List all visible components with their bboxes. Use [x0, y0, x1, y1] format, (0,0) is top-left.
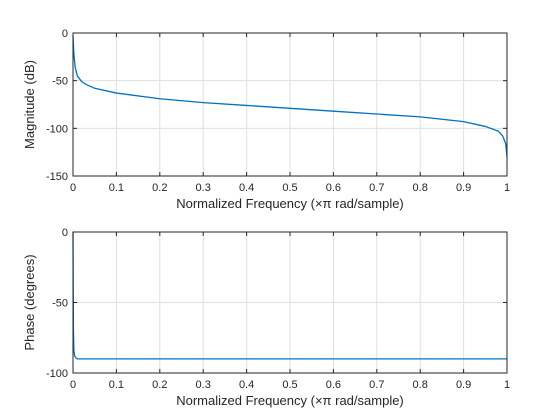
- phase-ytick-label: -50: [52, 298, 68, 310]
- phase-xtick-label: 0.9: [456, 379, 471, 391]
- phase-xtick-label: 0.1: [109, 379, 124, 391]
- phase-ytick-label: -100: [46, 368, 68, 380]
- magnitude-xtick-label: 0.2: [152, 182, 167, 194]
- magnitude-xtick-label: 0.6: [326, 182, 341, 194]
- phase-yaxis-label: Phase (degrees): [22, 254, 37, 350]
- phase-xaxis-label: Normalized Frequency (×π rad/sample): [176, 393, 404, 408]
- magnitude-axes: 0 0.1 0.2 0.3 0.4 0.5 0.6 0.7 0.8 0.9 1 -150 -100 -50…: [22, 28, 510, 211]
- magnitude-xaxis-label: Normalized Frequency (×π rad/sample): [176, 196, 404, 211]
- phase-xtick-label: 0.4: [239, 379, 254, 391]
- magnitude-ytick-label: 0: [62, 28, 68, 40]
- magnitude-xtick-label: 0.7: [369, 182, 384, 194]
- magnitude-xtick-label: 0.9: [456, 182, 471, 194]
- phase-xtick-label: 0.8: [413, 379, 428, 391]
- magnitude-xtick-label: 0.4: [239, 182, 254, 194]
- phase-ytick-label: 0: [62, 227, 68, 239]
- phase-xtick-label: 0.3: [196, 379, 211, 391]
- phase-axes: 0 0.1 0.2 0.3 0.4 0.5 0.6 0.7 0.8 0.9 1 -100 -50 0 Nor…: [22, 227, 510, 408]
- magnitude-xtick-label: 0.5: [282, 182, 297, 194]
- magnitude-yaxis-label: Magnitude (dB): [22, 60, 37, 149]
- phase-xtick-label: 0.6: [326, 379, 341, 391]
- magnitude-ytick-label: -50: [52, 76, 68, 88]
- magnitude-xtick-label: 1: [504, 182, 510, 194]
- magnitude-xtick-label: 0: [70, 182, 76, 194]
- magnitude-xtick-label: 0.1: [109, 182, 124, 194]
- magnitude-series-line: [72, 35, 508, 157]
- magnitude-xtick-label: 0.3: [196, 182, 211, 194]
- magnitude-xtick-label: 0.8: [413, 182, 428, 194]
- phase-xtick-label: 0.5: [282, 379, 297, 391]
- magnitude-ytick-label: -100: [46, 123, 68, 135]
- phase-xtick-label: 0: [70, 379, 76, 391]
- phase-xtick-label: 1: [504, 379, 510, 391]
- phase-xtick-label: 0.7: [369, 379, 384, 391]
- magnitude-ytick-label: -150: [46, 171, 68, 183]
- phase-xtick-label: 0.2: [152, 379, 167, 391]
